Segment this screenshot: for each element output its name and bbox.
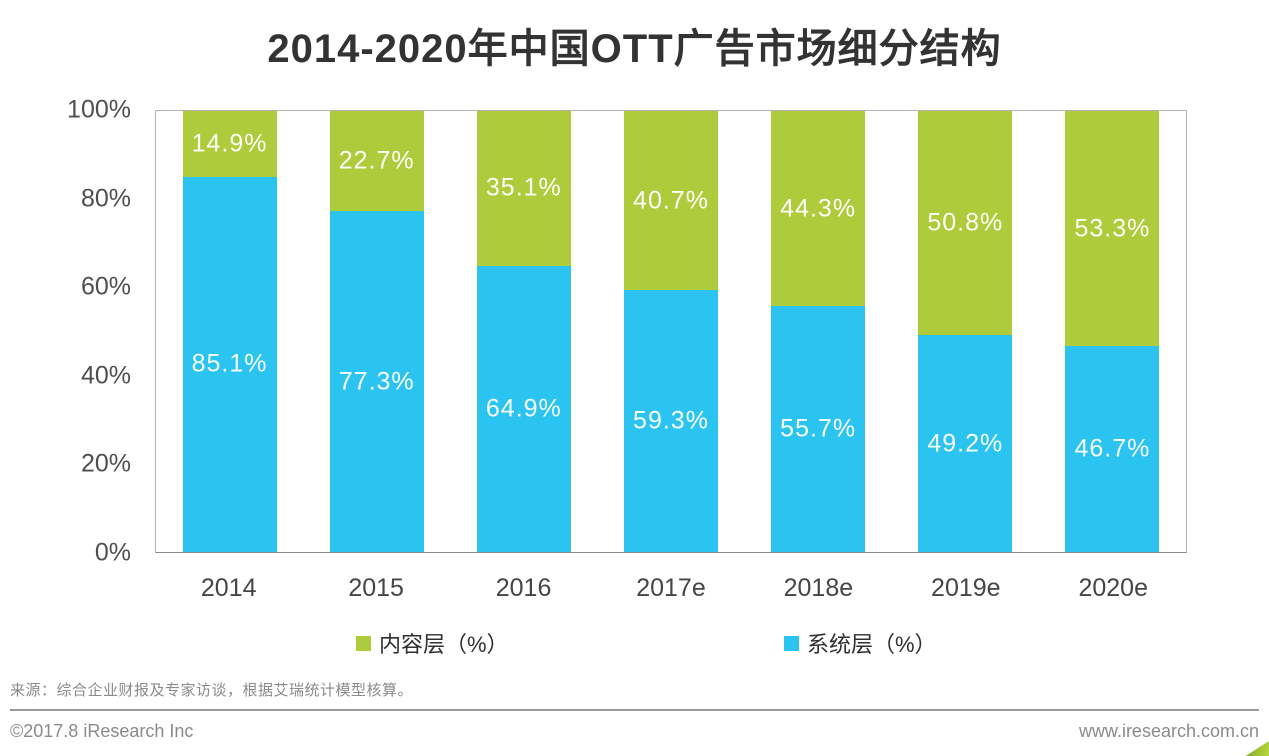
y-axis: 100% 80% 60% 40% 20% 0% (0, 96, 131, 567)
data-label: 35.1% (485, 173, 562, 202)
segment-content-layer: 50.8% (918, 111, 1013, 336)
segment-system-layer: 55.7% (771, 306, 866, 552)
plot-area: 14.9% 85.1% 22.7% 77.3% 35.1% 64.9% 40.7% 59.3%… (155, 110, 1187, 553)
segment-system-layer: 77.3% (329, 211, 424, 552)
legend-swatch-green (356, 635, 371, 651)
segment-content-layer: 40.7% (623, 111, 718, 291)
segment-content-layer: 14.9% (182, 111, 277, 177)
iresearch-leaf-corner-icon (1245, 741, 1269, 756)
y-axis-tick-label: 20% (80, 449, 131, 478)
legend-item-system-layer: 系统层（%） (784, 627, 937, 659)
segment-system-layer: 49.2% (918, 335, 1013, 552)
x-axis-category-label: 2020e (1078, 574, 1148, 602)
data-label: 77.3% (338, 367, 415, 396)
legend-label-content-layer: 内容层（%） (379, 632, 509, 657)
y-axis-tick-label: 60% (80, 272, 131, 301)
stacked-bar: 50.8% 49.2% (918, 111, 1013, 552)
legend-label-system-layer: 系统层（%） (807, 632, 937, 657)
segment-content-layer: 53.3% (1065, 111, 1160, 347)
x-axis-category-label: 2018e (783, 574, 854, 602)
data-label: 50.8% (927, 208, 1004, 237)
segment-system-layer: 64.9% (476, 265, 571, 552)
data-label: 85.1% (191, 349, 268, 378)
y-axis-tick-label: 100% (67, 95, 131, 124)
data-label: 59.3% (633, 406, 709, 435)
y-axis-tick-label: 80% (80, 184, 131, 213)
stacked-bar: 35.1% 64.9% (476, 111, 571, 552)
data-label: 14.9% (191, 129, 268, 158)
source-note: 来源：综合企业财报及专家访谈，根据艾瑞统计模型核算。 (10, 682, 414, 699)
x-axis-labels: 2014 2015 2016 2017e 2018e 2019e 2020e (155, 574, 1187, 603)
segment-system-layer: 46.7% (1065, 346, 1160, 552)
data-label: 22.7% (338, 146, 415, 175)
segment-system-layer: 59.3% (623, 290, 718, 552)
x-axis-category-label: 2017e (636, 574, 706, 602)
stacked-bar: 53.3% 46.7% (1065, 111, 1160, 552)
legend-swatch-blue (784, 635, 799, 651)
data-label: 55.7% (780, 414, 857, 443)
footer-website: www.iresearch.com.cn (1078, 721, 1259, 741)
segment-content-layer: 35.1% (476, 111, 571, 266)
data-label: 46.7% (1074, 434, 1151, 463)
chart-title: 2014-2020年中国OTT广告市场细分结构 (267, 27, 1002, 71)
x-axis-category-label: 2019e (931, 574, 1001, 602)
legend-item-content-layer: 内容层（%） (356, 627, 509, 659)
footer-divider (10, 709, 1259, 711)
x-axis-category-label: 2016 (495, 574, 552, 602)
data-label: 40.7% (633, 186, 709, 215)
stacked-bar: 14.9% 85.1% (182, 111, 277, 552)
y-axis-tick-label: 40% (80, 361, 131, 390)
footer-copyright: ©2017.8 iResearch Inc (10, 721, 194, 741)
data-label: 53.3% (1074, 214, 1151, 243)
segment-system-layer: 85.1% (182, 176, 277, 552)
data-label: 44.3% (780, 194, 857, 223)
segment-content-layer: 44.3% (771, 111, 866, 307)
data-label: 64.9% (485, 394, 562, 423)
y-axis-tick-label: 0% (94, 538, 131, 567)
stacked-bar: 22.7% 77.3% (329, 111, 424, 552)
data-label: 49.2% (927, 429, 1004, 457)
stacked-bar: 40.7% 59.3% (623, 111, 718, 552)
x-axis-category-label: 2014 (200, 574, 257, 602)
stacked-bar: 44.3% 55.7% (771, 111, 866, 552)
segment-content-layer: 22.7% (329, 111, 424, 212)
x-axis-category-label: 2015 (348, 574, 404, 602)
